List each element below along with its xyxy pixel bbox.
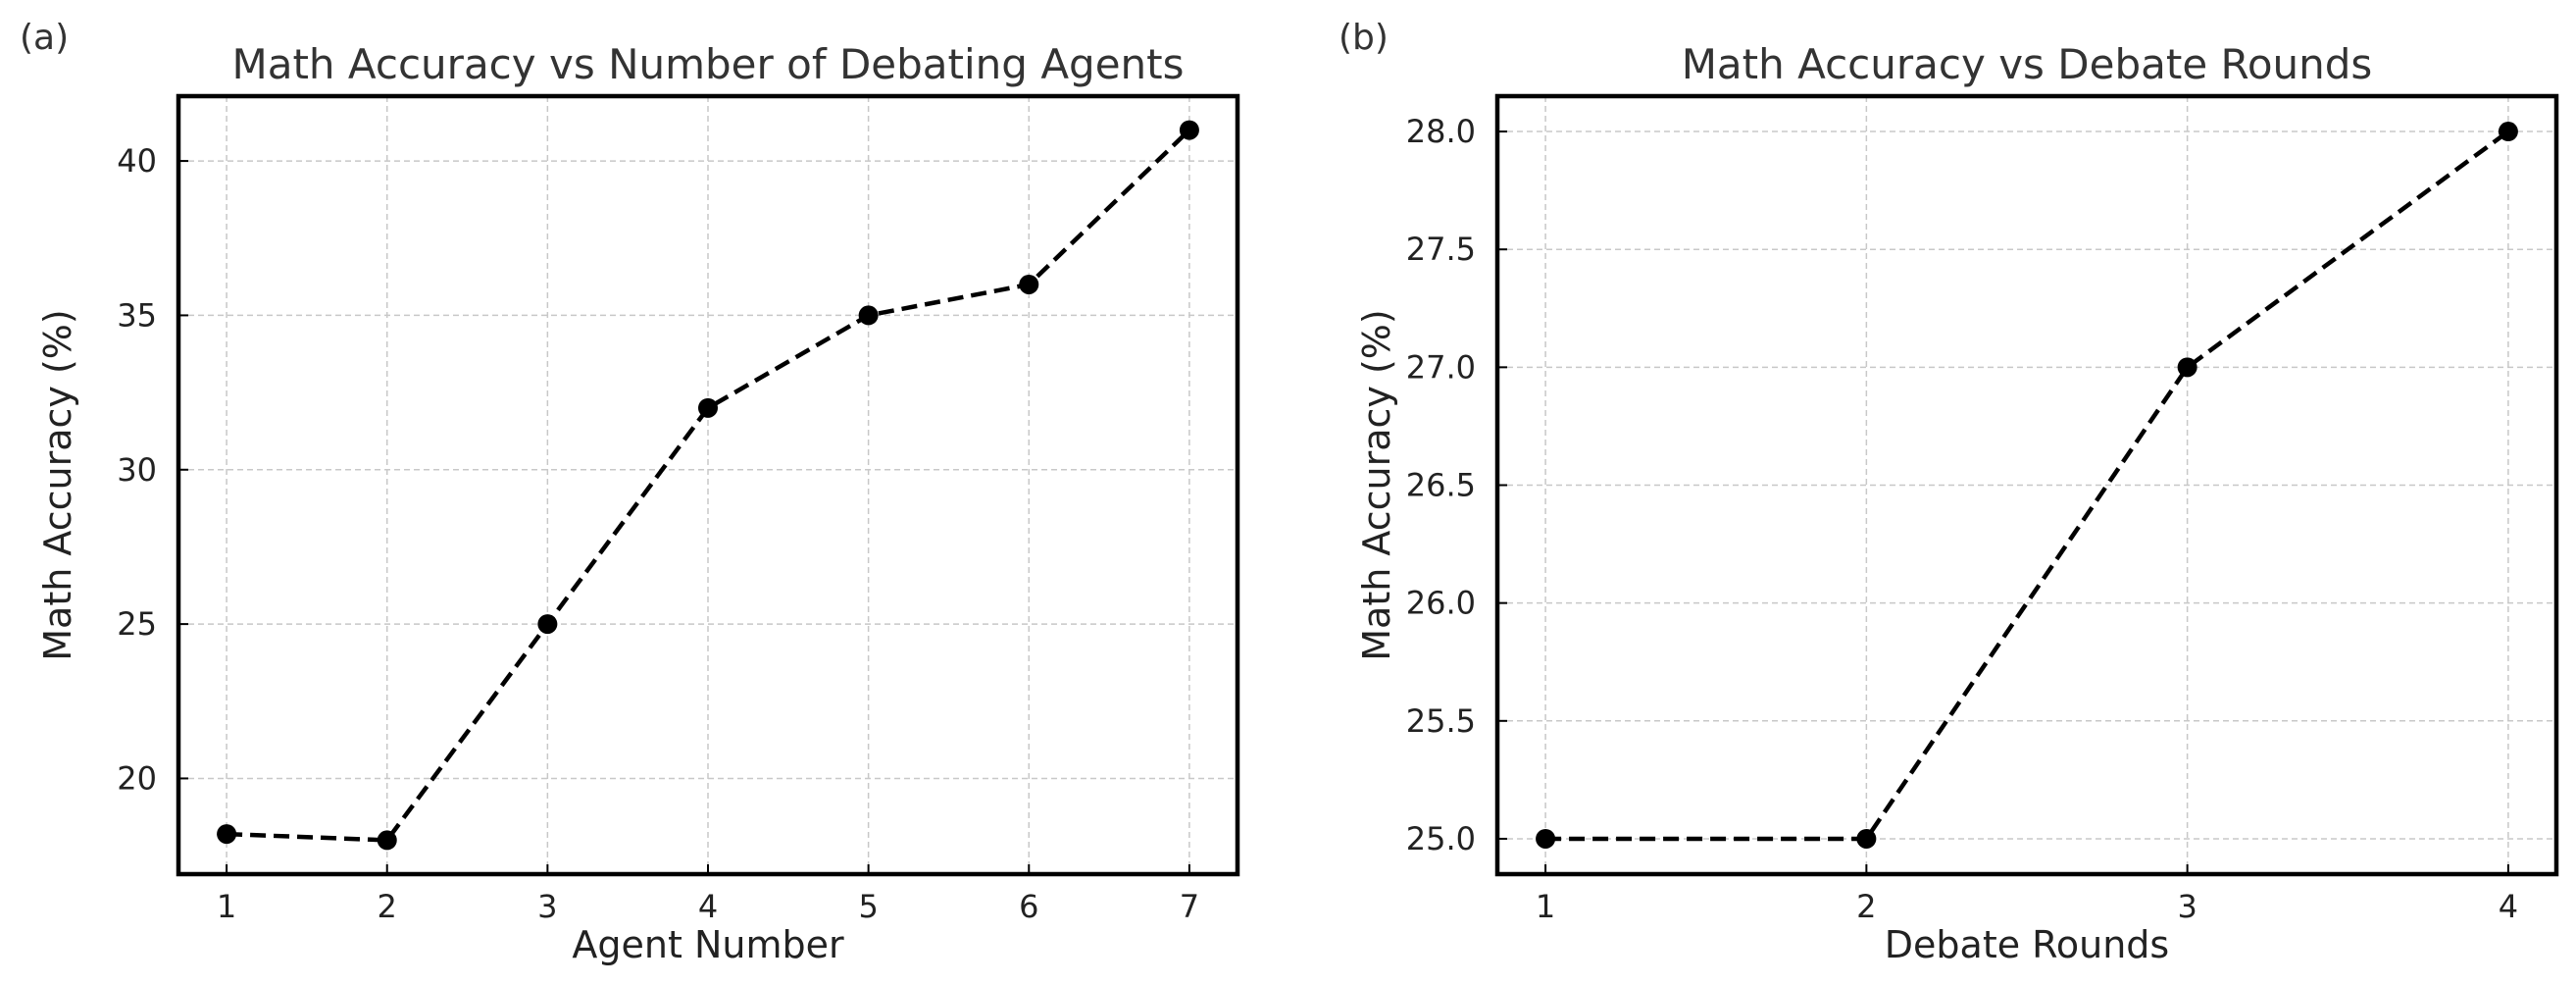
y-tick-label: 26.0 xyxy=(1406,585,1476,622)
data-point xyxy=(2177,357,2197,378)
data-point xyxy=(1536,828,1556,849)
x-tick-label: 3 xyxy=(2177,888,2197,925)
chart-panel-a: (a) Math Accuracy vs Number of Debating A… xyxy=(20,18,1240,966)
x-axis-ticks: 1 2 3 4 xyxy=(1536,864,2518,925)
x-tick-label: 6 xyxy=(1019,888,1038,925)
panel-label: (b) xyxy=(1339,18,1389,58)
chart-title: Math Accuracy vs Number of Debating Agen… xyxy=(231,40,1184,88)
x-tick-label: 5 xyxy=(858,888,878,925)
x-tick-label: 4 xyxy=(2499,888,2518,925)
y-tick-label: 40 xyxy=(117,142,157,180)
x-tick-label: 1 xyxy=(217,888,236,925)
x-tick-label: 1 xyxy=(1536,888,1555,925)
data-point xyxy=(698,397,718,418)
chart-title: Math Accuracy vs Debate Rounds xyxy=(1682,40,2373,88)
y-tick-label: 25.5 xyxy=(1406,702,1476,740)
x-axis-label: Agent Number xyxy=(572,923,844,966)
data-point xyxy=(537,614,558,635)
y-axis-ticks: 25.0 25.5 26.0 26.5 27.0 27.5 28.0 xyxy=(1406,113,1507,857)
gridlines xyxy=(1497,96,2556,874)
gridlines xyxy=(178,96,1237,874)
data-point xyxy=(1179,120,1199,140)
data-points xyxy=(217,120,1199,851)
x-tick-label: 2 xyxy=(378,888,397,925)
data-point xyxy=(217,824,237,845)
panel-label: (a) xyxy=(20,18,69,58)
y-tick-label: 25.0 xyxy=(1406,820,1476,857)
y-tick-label: 35 xyxy=(117,296,157,334)
data-point xyxy=(377,830,397,851)
data-point xyxy=(1019,274,1039,294)
data-point xyxy=(2498,122,2518,142)
data-point xyxy=(858,305,879,326)
data-point xyxy=(1856,828,1877,849)
y-axis-ticks: 20 25 30 35 40 xyxy=(117,142,188,797)
y-tick-label: 27.5 xyxy=(1406,231,1476,268)
series-line xyxy=(1545,130,2510,842)
y-tick-label: 27.0 xyxy=(1406,348,1476,386)
x-tick-label: 3 xyxy=(537,888,557,925)
y-axis-label: Math Accuracy (%) xyxy=(1355,309,1398,660)
y-tick-label: 28.0 xyxy=(1406,113,1476,150)
y-tick-label: 25 xyxy=(117,605,157,643)
y-axis-label: Math Accuracy (%) xyxy=(36,309,79,660)
x-tick-label: 4 xyxy=(698,888,718,925)
x-tick-label: 2 xyxy=(1856,888,1876,925)
x-axis-label: Debate Rounds xyxy=(1885,923,2169,966)
chart-panel-b: (b) Math Accuracy vs Debate Rounds 1 2 3 4 25.… xyxy=(1339,18,2559,966)
y-tick-label: 20 xyxy=(117,759,157,797)
x-axis-ticks: 1 2 3 4 5 6 7 xyxy=(217,864,1199,925)
x-tick-label: 7 xyxy=(1180,888,1199,925)
y-tick-label: 30 xyxy=(117,451,157,489)
y-tick-label: 26.5 xyxy=(1406,467,1476,504)
data-points xyxy=(1536,122,2518,849)
